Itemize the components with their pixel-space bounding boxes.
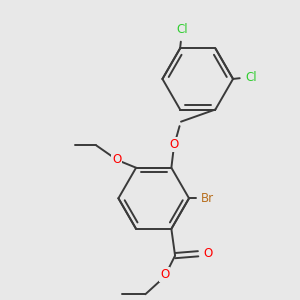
Text: Cl: Cl — [245, 70, 256, 84]
Text: O: O — [170, 138, 179, 151]
Text: O: O — [204, 247, 213, 260]
Text: O: O — [112, 153, 122, 166]
Text: O: O — [160, 268, 169, 281]
Text: Cl: Cl — [176, 23, 188, 37]
Text: Br: Br — [201, 192, 214, 205]
